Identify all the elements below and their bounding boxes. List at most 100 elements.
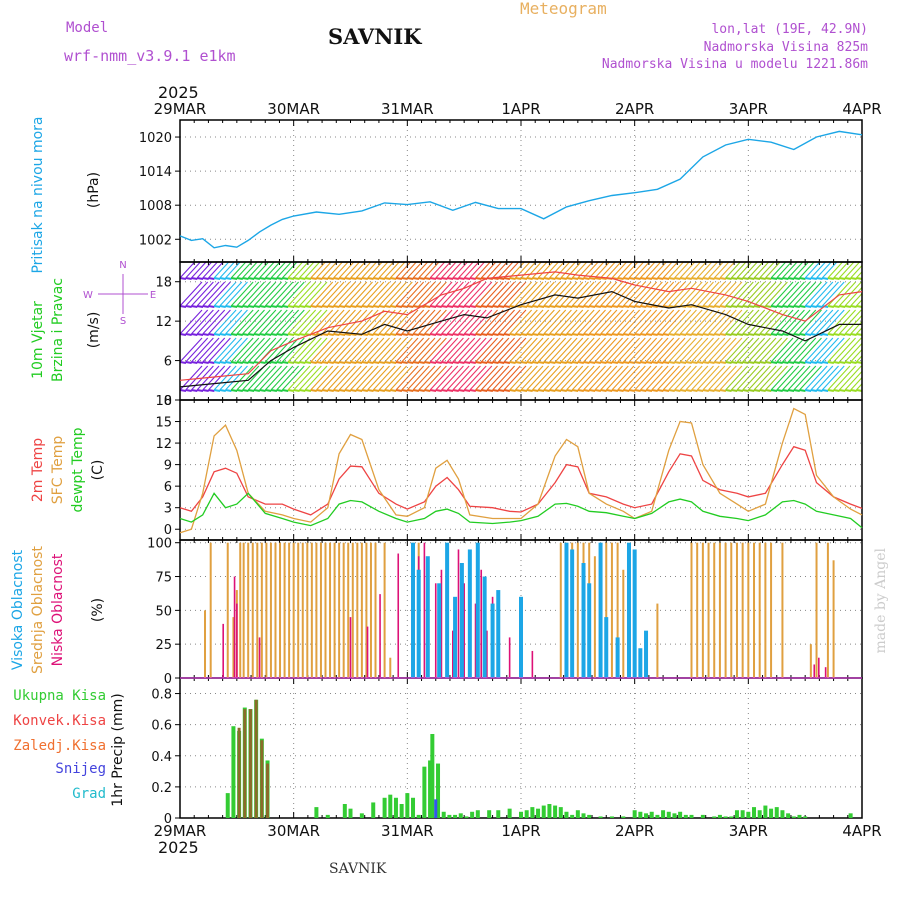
wind-barb xyxy=(344,337,368,363)
wind-barb xyxy=(253,262,270,279)
wind-barb-flag xyxy=(691,277,698,280)
wind-barb-flag xyxy=(446,389,454,392)
cloud-bar xyxy=(440,569,443,678)
wind-barb xyxy=(315,309,339,335)
wind-barb-flag xyxy=(213,305,221,308)
wind-barb xyxy=(600,337,623,363)
wind-barb-flag xyxy=(640,389,647,392)
wind-barb-flag xyxy=(492,333,499,336)
cloud-bar xyxy=(519,596,523,678)
cloud-bar xyxy=(258,637,261,678)
wind-barb xyxy=(298,281,322,307)
wind-barb-flag xyxy=(316,305,323,308)
wind-barb-flag xyxy=(679,333,687,336)
wind-barb-flag xyxy=(498,389,505,392)
wind-unit: (m/s) xyxy=(86,312,102,349)
wind-barb-flag xyxy=(253,277,261,280)
wind-barb xyxy=(793,309,817,335)
dir-w-label: W xyxy=(83,290,93,301)
wind-barb-flag xyxy=(833,389,840,392)
precip-bar xyxy=(558,807,563,818)
wind-barb xyxy=(696,365,720,391)
wind-barb xyxy=(463,309,487,335)
wind-barb-flag xyxy=(180,361,187,364)
precip-bar xyxy=(570,814,575,818)
wind-barb-flag xyxy=(384,389,391,392)
wind-barb xyxy=(742,309,766,335)
wind-barb-flag xyxy=(537,277,545,280)
wind-barb xyxy=(549,309,572,335)
wind-barb xyxy=(833,337,856,363)
wind-barb-flag xyxy=(435,361,442,364)
wind-barb-flag xyxy=(833,361,840,364)
wind-barb-flag xyxy=(606,389,613,392)
wind-barb-flag xyxy=(259,305,266,308)
wind-barb-flag xyxy=(554,333,562,336)
x-tick-label-top: 4APR xyxy=(842,100,881,118)
wind-barb-flag xyxy=(270,361,278,364)
cloud-bar xyxy=(815,542,818,678)
wind-barb-flag xyxy=(645,389,653,392)
wind-barb xyxy=(628,365,652,391)
wind-barb xyxy=(617,309,641,335)
wind-barb-flag xyxy=(600,333,607,336)
wind-barb-flag xyxy=(412,277,420,280)
wind-barb xyxy=(531,262,548,279)
wind-barb xyxy=(236,281,260,307)
wind-barb xyxy=(412,262,429,279)
wind-barb-flag xyxy=(282,361,289,364)
wind-barb-flag xyxy=(259,277,266,280)
wind-barb xyxy=(446,337,470,363)
wind-barb xyxy=(526,309,550,335)
wind-barb xyxy=(304,337,328,363)
wind-barb xyxy=(571,281,595,307)
wind-barb-flag xyxy=(338,305,346,308)
wind-barb-flag xyxy=(395,333,403,336)
wind-barb xyxy=(827,262,844,279)
wind-barb xyxy=(759,281,783,307)
wind-barb-flag xyxy=(333,333,340,336)
wind-barb-flag xyxy=(350,277,357,280)
wind-barb-flag xyxy=(213,361,221,364)
wind-barb xyxy=(651,281,675,307)
wind-barb-flag xyxy=(361,305,369,308)
wind-barb xyxy=(446,309,470,335)
wind-barb xyxy=(452,309,476,335)
cloud-bar xyxy=(496,590,501,678)
wind-barb xyxy=(435,262,452,279)
cloud-bar xyxy=(605,542,608,678)
wind-barb xyxy=(753,281,777,307)
wind-barb xyxy=(833,262,849,279)
wind-barb xyxy=(861,277,862,278)
wind-barb xyxy=(435,281,459,307)
wind-barb xyxy=(821,337,845,363)
wind-barb xyxy=(446,365,470,391)
wind-barb-flag xyxy=(583,333,590,336)
precip-bar xyxy=(536,808,541,818)
wind-barb-flag xyxy=(725,333,732,336)
wind-axis-subtitle: Brzina i Pravac xyxy=(50,278,66,382)
wind-barb xyxy=(497,281,521,307)
wind-barb-flag xyxy=(810,305,818,308)
wind-barb xyxy=(764,262,781,279)
wind-barb xyxy=(412,337,436,363)
wind-barb xyxy=(764,365,788,391)
wind-barb-flag xyxy=(424,277,431,280)
wind-barb xyxy=(566,337,589,363)
lonlat-label: lon,lat (19E, 42.9N) xyxy=(711,22,868,37)
wind-barb xyxy=(219,262,236,279)
wind-barb-flag xyxy=(333,361,340,364)
wind-barb xyxy=(628,281,652,307)
cloud-bar xyxy=(707,542,710,678)
wind-barb-flag xyxy=(327,277,334,280)
wind-barb-flag xyxy=(844,333,852,336)
cloud-bar xyxy=(781,542,784,678)
watermark: made by Angel xyxy=(873,548,889,654)
wind-barb-flag xyxy=(634,277,641,280)
wind-barb-flag xyxy=(589,305,596,308)
wind-barb xyxy=(747,365,771,391)
wind-barb xyxy=(441,309,464,335)
wind-barb xyxy=(401,262,418,279)
wind-barb xyxy=(480,337,504,363)
cloud-bar xyxy=(445,542,450,678)
